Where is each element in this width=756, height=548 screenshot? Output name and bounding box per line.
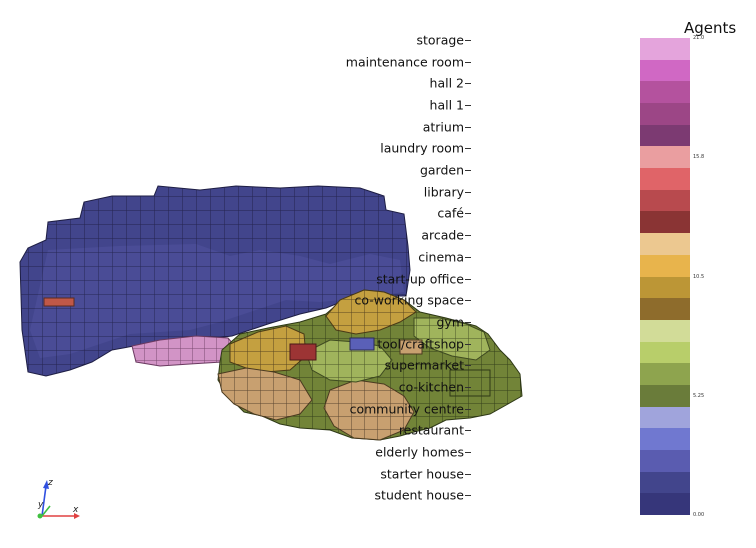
legend-swatch <box>640 428 690 451</box>
legend-label: laundry room <box>380 140 464 156</box>
legend-swatch <box>640 341 690 364</box>
legend-tick <box>465 473 471 475</box>
legend-label: student house <box>374 487 464 503</box>
legend-tick <box>465 235 471 237</box>
legend-label: maintenance room <box>345 54 464 70</box>
legend-tick <box>465 343 471 345</box>
legend-tick <box>465 430 471 432</box>
legend-swatch <box>640 298 690 321</box>
legend-label: hall 2 <box>429 75 464 91</box>
legend-label: arcade <box>421 227 464 243</box>
legend-tick <box>465 451 471 453</box>
axis-triad <box>37 480 80 519</box>
legend-label: community centre <box>349 401 464 417</box>
legend-swatch <box>640 449 690 473</box>
legend-swatch <box>640 168 690 191</box>
colorbar <box>640 38 690 516</box>
building-colored-cluster <box>217 289 523 441</box>
legend-label: elderly homes <box>375 444 464 460</box>
axis-label-x: x <box>73 505 79 515</box>
legend-swatch <box>640 59 690 82</box>
legend-tick <box>465 321 471 323</box>
legend-swatch <box>640 493 690 516</box>
legend-label: gym <box>436 314 464 330</box>
legend-tick <box>465 300 471 302</box>
legend-label: café <box>437 205 464 221</box>
legend-tick <box>465 408 471 410</box>
building-blue-mass <box>19 185 411 377</box>
colorbar-tick-label: 5.25 <box>693 392 705 399</box>
legend-swatch <box>640 146 690 169</box>
legend-tick <box>465 191 471 193</box>
axis-label-z: z <box>48 478 53 488</box>
legend-label: hall 1 <box>429 97 464 113</box>
legend-label: start-up office <box>376 271 464 286</box>
axis-label-y: y <box>38 500 44 510</box>
legend-label: co-kitchen <box>398 379 464 395</box>
legend-swatch <box>640 363 690 386</box>
legend-swatch <box>640 406 690 429</box>
legend-swatch <box>640 233 690 256</box>
legend-swatch <box>640 384 690 408</box>
legend-swatch <box>640 38 690 61</box>
legend-tick <box>465 365 471 367</box>
legend-swatch <box>640 124 690 147</box>
legend-tick <box>465 148 471 150</box>
legend-label: restaurant <box>398 422 464 438</box>
legend-swatch <box>640 211 690 234</box>
legend-swatch <box>640 319 690 343</box>
legend-label: atrium <box>422 119 464 135</box>
legend-label: garden <box>419 162 464 178</box>
colorbar-tick-label: 15.8 <box>693 154 705 161</box>
legend-swatch <box>640 471 690 494</box>
legend-label: co-working space <box>354 292 465 308</box>
legend-label: library <box>423 184 464 200</box>
legend-tick <box>465 83 471 85</box>
colorbar-tick-label: 0.00 <box>693 512 705 518</box>
legend-swatch <box>640 189 690 212</box>
legend-label: cinema <box>418 249 464 265</box>
legend-swatch <box>640 103 690 126</box>
legend-tick <box>465 170 471 172</box>
legend-tick <box>465 61 471 63</box>
legend-label: starter house <box>380 466 464 482</box>
legend-tick <box>465 126 471 128</box>
legend-tick <box>465 495 471 497</box>
legend-swatch <box>640 276 690 299</box>
colorbar-tick-label: 21.0 <box>693 35 705 41</box>
legend-tick <box>465 40 471 41</box>
legend-label: storage <box>416 32 465 48</box>
legend-label: tool/craftshop <box>377 336 464 352</box>
legend-tick <box>465 213 471 215</box>
colorbar-tick-label: 10.5 <box>693 273 705 280</box>
legend-swatch <box>640 81 690 104</box>
legend-swatch <box>640 254 690 277</box>
legend-tick <box>465 278 471 280</box>
legend-title: Agents <box>684 19 737 37</box>
legend-tick <box>465 386 471 388</box>
legend-tick <box>465 256 471 258</box>
legend-tick <box>465 105 471 107</box>
legend-label: supermarket <box>384 357 464 373</box>
